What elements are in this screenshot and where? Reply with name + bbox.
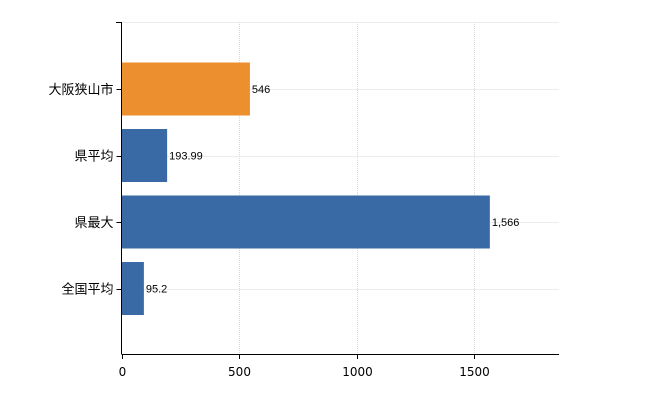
category-label-3: 全国平均 bbox=[61, 282, 113, 298]
axes bbox=[116, 22, 559, 359]
bar-1 bbox=[122, 129, 168, 182]
data-label-2: 1,566 bbox=[492, 217, 520, 229]
data-label-0: 546 bbox=[252, 84, 270, 96]
x-tick-label-0: 0 bbox=[119, 365, 127, 379]
category-label-0: 大阪狭山市 bbox=[48, 82, 113, 98]
data-label-3: 95.2 bbox=[146, 284, 167, 296]
bar-2 bbox=[122, 195, 490, 249]
bar-3 bbox=[122, 262, 144, 315]
bars bbox=[122, 62, 490, 315]
data-label-1: 193.99 bbox=[169, 151, 203, 163]
bar-0 bbox=[122, 62, 250, 116]
category-label-2: 県最大 bbox=[74, 216, 113, 231]
x-tick-label-3: 1500 bbox=[459, 365, 490, 379]
x-tick-label-1: 500 bbox=[228, 365, 251, 379]
labels: 0 500 1000 1500 大阪狭山市 546 県平均 193.99 県最大 1,566 全国平… bbox=[48, 82, 519, 379]
x-tick-label-2: 1000 bbox=[342, 365, 373, 379]
category-label-1: 県平均 bbox=[74, 150, 113, 165]
